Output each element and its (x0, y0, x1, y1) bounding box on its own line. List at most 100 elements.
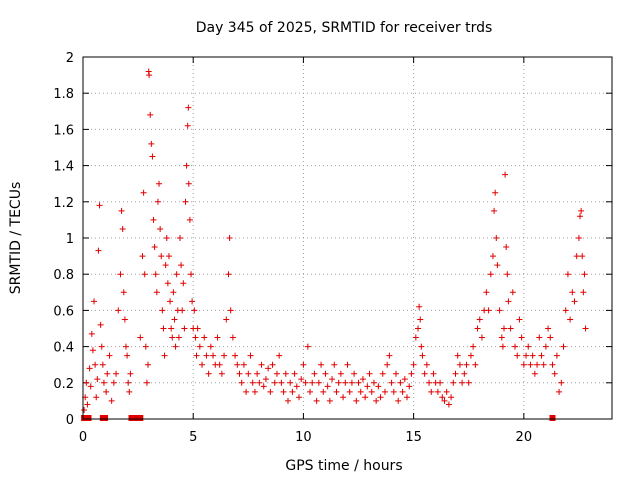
y-tick-label: 1.2 (53, 196, 74, 211)
data-point-plus (249, 379, 256, 386)
data-point-plus (494, 262, 501, 269)
data-point-plus (434, 388, 441, 395)
data-point-plus (256, 379, 263, 386)
data-point-plus (143, 379, 150, 386)
data-point-plus (493, 235, 500, 241)
data-point-plus (375, 383, 382, 390)
data-point-plus (117, 271, 124, 278)
data-point-plus (113, 370, 120, 377)
data-point-plus (562, 307, 569, 314)
data-point-plus (404, 394, 411, 401)
data-point-plus (418, 343, 425, 350)
x-tick-label: 15 (405, 430, 422, 445)
data-point-plus (96, 202, 103, 209)
data-point-plus (580, 289, 587, 296)
data-point-plus (115, 307, 122, 314)
data-point-plus (121, 316, 128, 323)
data-point-plus (478, 334, 485, 341)
data-point-plus (368, 388, 375, 395)
data-point-plus (428, 388, 435, 395)
data-point-plus (577, 213, 584, 220)
data-point-plus (410, 361, 417, 368)
data-point-plus (164, 280, 171, 287)
data-point-plus (507, 325, 514, 332)
data-point-plus (534, 361, 541, 368)
data-point-plus (163, 235, 170, 241)
data-point-plus (142, 343, 149, 350)
data-point-plus (579, 253, 586, 260)
data-point-plus (329, 376, 336, 383)
data-point-plus (141, 271, 148, 278)
data-point-plus (192, 334, 199, 341)
data-point-plus (540, 361, 547, 368)
data-point-plus (106, 352, 113, 359)
data-point-plus (146, 72, 153, 79)
data-point-plus (262, 376, 269, 383)
data-point-plus (366, 370, 373, 377)
data-point-plus (353, 397, 360, 404)
data-point-plus (225, 271, 232, 278)
data-point-plus (509, 289, 516, 296)
data-point-plus (340, 394, 347, 401)
data-point-plus (151, 244, 158, 251)
data-point-plus (162, 262, 169, 269)
data-point-plus (525, 343, 532, 350)
data-point-plus (108, 397, 115, 404)
data-point-plus (406, 383, 413, 390)
data-point-plus (159, 307, 166, 314)
data-point-plus (302, 379, 309, 386)
data-point-plus (287, 379, 294, 386)
data-points (81, 68, 589, 421)
data-point-plus (191, 307, 198, 314)
data-point-plus (322, 370, 329, 377)
data-point-plus (185, 180, 192, 187)
chart-title: Day 345 of 2025, SRMTID for receiver trd… (196, 20, 493, 36)
data-point-plus (326, 397, 333, 404)
data-point-plus (184, 122, 191, 129)
data-point-plus (489, 253, 496, 260)
data-point-plus (452, 370, 459, 377)
data-point-plus (84, 401, 91, 408)
data-point-plus (126, 388, 133, 395)
data-point-plus (450, 379, 457, 386)
data-point-plus (282, 370, 289, 377)
data-point-plus (373, 397, 380, 404)
data-point-plus (523, 352, 530, 359)
data-point-plus (304, 343, 311, 350)
plot-frame (82, 56, 613, 420)
data-point-plus (158, 253, 165, 260)
data-point-plus (284, 397, 291, 404)
data-point-plus (437, 379, 444, 386)
data-point-plus (502, 171, 509, 178)
y-tick-label: 2 (66, 51, 74, 66)
data-point-plus (318, 361, 325, 368)
data-point-plus (333, 388, 340, 395)
data-point-plus (416, 303, 423, 310)
data-point-plus (152, 271, 159, 278)
data-point-plus (542, 343, 549, 350)
data-point-plus (170, 289, 177, 296)
data-point-plus (558, 379, 565, 386)
data-point-plus (390, 388, 397, 395)
data-point-plus (154, 198, 161, 205)
data-point-plus (93, 394, 100, 401)
data-point-plus (516, 316, 523, 323)
data-point-plus (379, 370, 386, 377)
data-point-plus (104, 370, 111, 377)
data-point-plus (397, 379, 404, 386)
data-point-plus (92, 361, 99, 368)
data-point-plus (307, 388, 314, 395)
data-point-plus (487, 271, 494, 278)
data-point-plus (149, 153, 156, 160)
data-point-plus (346, 388, 353, 395)
data-point-plus (167, 298, 174, 305)
data-point-plus (483, 289, 490, 296)
data-point-plus (232, 352, 239, 359)
data-point-plus (531, 370, 538, 377)
data-point-plus (551, 370, 558, 377)
data-point-plus (549, 361, 556, 368)
data-point-plus (463, 361, 470, 368)
data-point-plus (419, 352, 426, 359)
data-point-plus (98, 343, 105, 350)
data-point-plus (384, 361, 391, 368)
